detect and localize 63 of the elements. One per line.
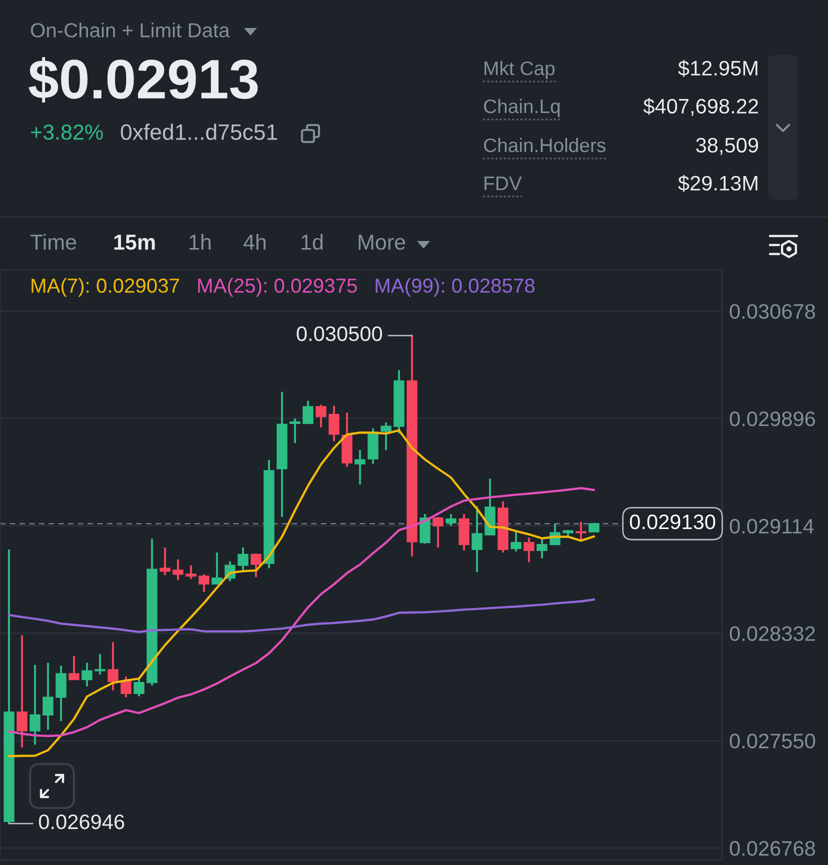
text: 15m bbox=[114, 234, 155, 250]
candlestick bbox=[56, 664, 66, 722]
text: MA(99): 0.028578 bbox=[376, 278, 534, 297]
y-tick-label: 0.028332 bbox=[730, 626, 815, 642]
candlestick bbox=[134, 678, 144, 698]
candlestick bbox=[198, 573, 210, 593]
candlestick bbox=[524, 536, 534, 564]
candlestick bbox=[82, 662, 92, 688]
candlestick bbox=[472, 505, 482, 574]
candlestick bbox=[302, 400, 314, 424]
candlestick bbox=[238, 546, 248, 572]
candlestick bbox=[94, 653, 106, 676]
candlestick bbox=[160, 546, 170, 576]
y-tick-label: 0.029114 bbox=[730, 518, 814, 534]
candlestick bbox=[186, 564, 196, 580]
candlestick bbox=[354, 449, 366, 486]
text: 0xfed1...d75c51 bbox=[120, 124, 278, 140]
candlestick bbox=[576, 520, 586, 541]
text: MA(7): 0.029037 bbox=[32, 278, 179, 297]
text: Chain.Lq bbox=[484, 98, 560, 118]
text: 38,509 bbox=[696, 138, 758, 156]
text: +3.82% bbox=[31, 124, 103, 140]
line-series bbox=[8, 429, 596, 758]
text: $407,698.22 bbox=[643, 98, 758, 116]
candlestick bbox=[290, 417, 300, 444]
text: Time bbox=[30, 234, 76, 250]
y-tick-label: 0.030678 bbox=[730, 304, 815, 319]
candlestick bbox=[172, 558, 184, 582]
candlestick bbox=[120, 676, 132, 698]
candlestick bbox=[432, 516, 444, 549]
candlestick bbox=[316, 404, 326, 428]
candlestick bbox=[68, 654, 80, 681]
candlestick bbox=[42, 662, 54, 731]
y-tick-label: 0.026768 bbox=[730, 841, 815, 856]
candlestick bbox=[108, 641, 118, 692]
y-tick-label: 0.029896 bbox=[730, 411, 815, 426]
text: 1d bbox=[302, 234, 323, 250]
text: FDV bbox=[484, 176, 522, 190]
text: More bbox=[358, 234, 406, 250]
candlestick bbox=[250, 552, 262, 578]
text: $29.13M bbox=[678, 174, 758, 192]
text: 1h bbox=[190, 234, 211, 250]
y-tick-label: 0.027550 bbox=[730, 734, 816, 748]
text: 0.029130 bbox=[630, 514, 716, 530]
text: $12.95M bbox=[678, 60, 758, 77]
annotation: 0.030500 bbox=[296, 326, 382, 342]
candlestick bbox=[212, 552, 222, 585]
text: MA(25): 0.029375 bbox=[198, 278, 357, 297]
text: Chain.Holders bbox=[484, 138, 606, 152]
line-series bbox=[8, 598, 596, 634]
chart-subtitle: $0.02913 bbox=[28, 57, 258, 102]
candlestick bbox=[510, 530, 522, 553]
text: Mkt Cap bbox=[484, 60, 555, 80]
text: 4h bbox=[243, 234, 266, 250]
annotation: 0.026946 bbox=[38, 814, 124, 830]
candlestick bbox=[328, 404, 340, 442]
candlestick bbox=[536, 538, 548, 560]
candlestick bbox=[16, 634, 28, 748]
candlestick bbox=[380, 421, 392, 452]
chart-title: On-Chain + Limit Data bbox=[30, 22, 230, 38]
line-series bbox=[8, 486, 596, 738]
candlestick bbox=[30, 664, 40, 746]
candlestick bbox=[446, 513, 456, 527]
